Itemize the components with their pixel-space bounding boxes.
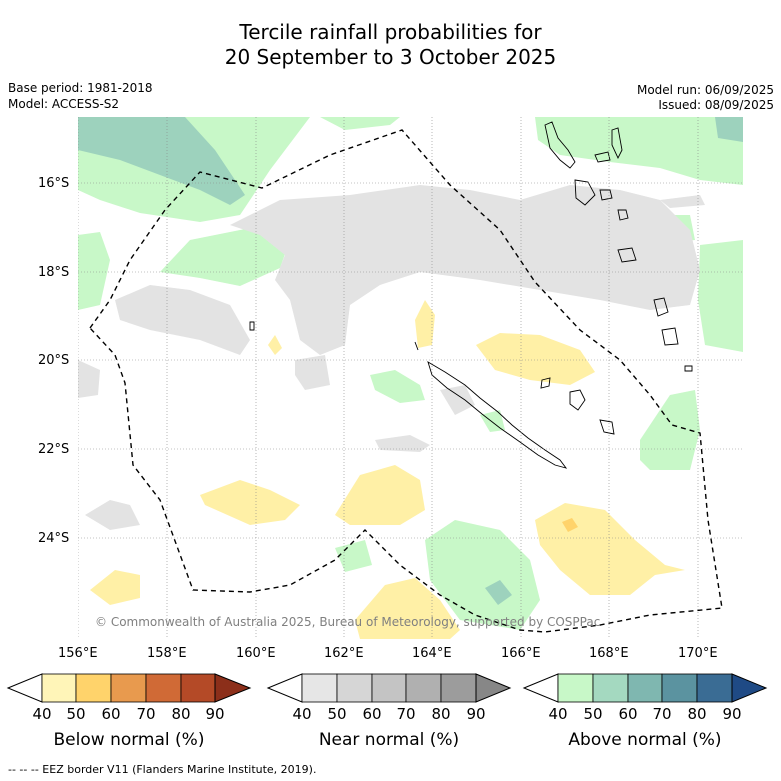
lat-label-16s: 16°S <box>38 176 70 191</box>
below-region-c2 <box>476 333 595 385</box>
eez-border <box>89 129 723 633</box>
above-tick-90: 90 <box>722 705 742 723</box>
issued-date: Issued: 08/09/2025 <box>658 98 774 112</box>
above-normal-label: Above normal (%) <box>568 730 722 750</box>
lat-label-22s: 22°S <box>38 442 70 457</box>
near-region-sw <box>85 500 140 530</box>
below50-region-e <box>562 518 578 532</box>
below-region-small <box>268 335 282 355</box>
copyright-notice: © Commonwealth of Australia 2025, Bureau… <box>95 615 601 629</box>
lat-label-20s: 20°S <box>38 353 70 368</box>
lat-label-18s: 18°S <box>38 265 70 280</box>
below-tick-90: 90 <box>205 705 225 723</box>
graticule <box>78 117 743 639</box>
above-region-e2 <box>698 240 743 352</box>
above50-region-s <box>485 580 512 605</box>
above-tick-60: 60 <box>618 705 638 723</box>
below-region-w <box>200 480 300 525</box>
lon-label-166e: 166°E <box>501 646 541 661</box>
near-tick-70: 70 <box>396 705 416 723</box>
below-region-c1 <box>415 300 435 348</box>
near-region-c <box>295 355 330 390</box>
above-region-ne <box>535 117 743 185</box>
above-region-n <box>320 117 400 130</box>
new-caledonia-outline <box>427 361 568 469</box>
below-tick-60: 60 <box>101 705 121 723</box>
near-tick-60: 60 <box>362 705 382 723</box>
above-region-w1 <box>160 228 290 286</box>
near-region-w <box>115 285 250 355</box>
lon-label-168e: 168°E <box>589 646 629 661</box>
near-tick-40: 40 <box>292 705 312 723</box>
near-tick-50: 50 <box>327 705 347 723</box>
near-region-c2 <box>440 385 475 415</box>
map-title-line2: 20 September to 3 October 2025 <box>224 45 557 69</box>
lon-label-164e: 164°E <box>412 646 452 661</box>
above-tick-50: 50 <box>583 705 603 723</box>
probability-fields <box>78 117 743 639</box>
near-region-central <box>230 185 700 355</box>
near-region-ne <box>660 195 705 208</box>
colorbar-above <box>522 673 768 703</box>
lon-label-162e: 162°E <box>324 646 364 661</box>
map-title-line1: Tercile rainfall probabilities for <box>239 20 542 44</box>
below-tick-80: 80 <box>171 705 191 723</box>
near-region-w2 <box>78 360 100 398</box>
above-region-w2 <box>78 232 110 310</box>
near-tick-90: 90 <box>466 705 486 723</box>
below-region-sw <box>90 570 140 605</box>
near-region-small <box>530 246 545 252</box>
vanuatu-outline <box>544 121 576 169</box>
below-normal-label: Below normal (%) <box>53 730 205 750</box>
coastlines <box>249 121 693 469</box>
below-region-c3 <box>335 465 425 525</box>
near-region-c3 <box>375 435 430 452</box>
eez-footer-note: -- -- -- EEZ border V11 (Flanders Marine… <box>8 763 317 776</box>
above50-region-ne <box>715 117 743 142</box>
lon-label-156e: 156°E <box>58 646 98 661</box>
above-tick-40: 40 <box>548 705 568 723</box>
below-tick-40: 40 <box>32 705 52 723</box>
model-run: Model run: 06/09/2025 <box>636 83 774 97</box>
colorbars <box>6 673 768 703</box>
below-tick-70: 70 <box>136 705 156 723</box>
lat-label-24s: 24°S <box>38 531 70 546</box>
model-name: Model: ACCESS-S2 <box>8 97 120 111</box>
below-tick-50: 50 <box>66 705 86 723</box>
lon-label-158e: 158°E <box>147 646 187 661</box>
colorbar-below <box>6 673 252 703</box>
above-tick-80: 80 <box>687 705 707 723</box>
above50-region-nw <box>78 117 245 205</box>
base-period: Base period: 1981-2018 <box>8 81 153 95</box>
above-tick-70: 70 <box>652 705 672 723</box>
near-normal-label: Near normal (%) <box>318 730 460 750</box>
colorbar-near <box>266 673 512 703</box>
near-tick-80: 80 <box>431 705 451 723</box>
above-region-e3 <box>640 390 700 470</box>
lon-label-160e: 160°E <box>236 646 276 661</box>
lon-label-170e: 170°E <box>678 646 718 661</box>
above-region-c2 <box>370 370 425 403</box>
below-region-s <box>355 578 460 639</box>
